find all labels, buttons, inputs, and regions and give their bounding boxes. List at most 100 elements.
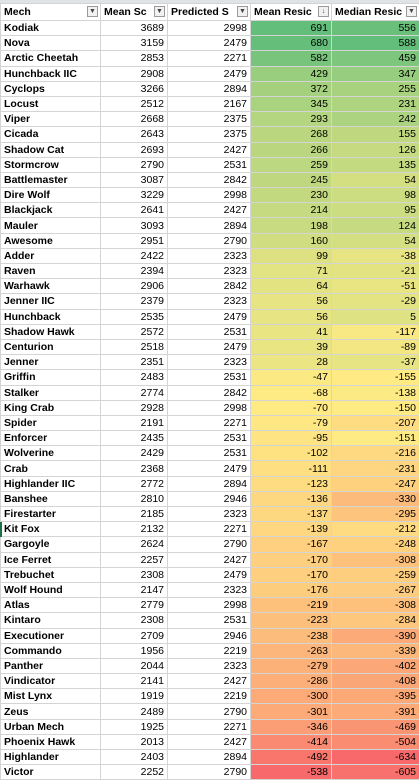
cell-mech[interactable]: Kodiak <box>1 21 101 36</box>
cell-predicted-score[interactable]: 2167 <box>168 96 251 111</box>
cell-mean-residual[interactable]: -346 <box>251 719 332 734</box>
cell-mech[interactable]: Kintaro <box>1 613 101 628</box>
cell-mech[interactable]: Shadow Hawk <box>1 324 101 339</box>
cell-mean-residual[interactable]: 259 <box>251 157 332 172</box>
cell-predicted-score[interactable]: 2479 <box>168 339 251 354</box>
cell-mean-residual[interactable]: -123 <box>251 476 332 491</box>
cell-predicted-score[interactable]: 2894 <box>168 750 251 765</box>
cell-median-residual[interactable]: -38 <box>332 248 419 263</box>
cell-median-residual[interactable]: -29 <box>332 294 419 309</box>
cell-median-residual[interactable]: -21 <box>332 264 419 279</box>
cell-median-residual[interactable]: -267 <box>332 582 419 597</box>
cell-mean-score[interactable]: 2489 <box>101 704 168 719</box>
cell-predicted-score[interactable]: 2375 <box>168 127 251 142</box>
cell-predicted-score[interactable]: 2842 <box>168 279 251 294</box>
cell-mean-residual[interactable]: -102 <box>251 446 332 461</box>
cell-mean-residual[interactable]: -538 <box>251 765 332 780</box>
cell-mech[interactable]: Hunchback IIC <box>1 66 101 81</box>
cell-mech[interactable]: Mauler <box>1 218 101 233</box>
cell-mean-score[interactable]: 2779 <box>101 598 168 613</box>
cell-mech[interactable]: Kit Fox <box>1 522 101 537</box>
cell-mean-residual[interactable]: 56 <box>251 294 332 309</box>
cell-mean-residual[interactable]: -47 <box>251 370 332 385</box>
cell-predicted-score[interactable]: 2790 <box>168 765 251 780</box>
cell-mech[interactable]: Stalker <box>1 385 101 400</box>
cell-mean-residual[interactable]: 266 <box>251 142 332 157</box>
cell-median-residual[interactable]: -395 <box>332 689 419 704</box>
chevron-down-icon[interactable]: ▼ <box>154 6 165 17</box>
cell-predicted-score[interactable]: 2271 <box>168 522 251 537</box>
cell-mean-score[interactable]: 2624 <box>101 537 168 552</box>
cell-mean-score[interactable]: 2483 <box>101 370 168 385</box>
cell-mean-score[interactable]: 2308 <box>101 613 168 628</box>
cell-predicted-score[interactable]: 2531 <box>168 370 251 385</box>
cell-mean-score[interactable]: 2853 <box>101 51 168 66</box>
cell-mean-score[interactable]: 2535 <box>101 309 168 324</box>
cell-mean-score[interactable]: 2908 <box>101 66 168 81</box>
cell-mean-residual[interactable]: 230 <box>251 188 332 203</box>
cell-mech[interactable]: Urban Mech <box>1 719 101 734</box>
cell-mech[interactable]: Enforcer <box>1 431 101 446</box>
cell-mech[interactable]: Shadow Cat <box>1 142 101 157</box>
column-header-mean-residual[interactable]: Mean Resic↓ <box>251 4 332 21</box>
cell-median-residual[interactable]: -330 <box>332 491 419 506</box>
cell-mean-residual[interactable]: -414 <box>251 734 332 749</box>
cell-predicted-score[interactable]: 2531 <box>168 324 251 339</box>
cell-predicted-score[interactable]: 2479 <box>168 309 251 324</box>
cell-predicted-score[interactable]: 2842 <box>168 172 251 187</box>
cell-mean-score[interactable]: 2512 <box>101 96 168 111</box>
cell-mech[interactable]: Victor <box>1 765 101 780</box>
cell-mean-score[interactable]: 2790 <box>101 157 168 172</box>
cell-median-residual[interactable]: -605 <box>332 765 419 780</box>
cell-predicted-score[interactable]: 2946 <box>168 491 251 506</box>
cell-mech[interactable]: Adder <box>1 248 101 263</box>
cell-mean-residual[interactable]: -170 <box>251 567 332 582</box>
cell-median-residual[interactable]: -248 <box>332 537 419 552</box>
cell-median-residual[interactable]: 231 <box>332 96 419 111</box>
cell-predicted-score[interactable]: 2271 <box>168 51 251 66</box>
cell-mean-score[interactable]: 2185 <box>101 507 168 522</box>
cell-median-residual[interactable]: -151 <box>332 431 419 446</box>
cell-mean-score[interactable]: 3093 <box>101 218 168 233</box>
cell-predicted-score[interactable]: 2219 <box>168 689 251 704</box>
cell-predicted-score[interactable]: 2946 <box>168 628 251 643</box>
cell-mean-residual[interactable]: -70 <box>251 400 332 415</box>
cell-mech[interactable]: Zeus <box>1 704 101 719</box>
cell-mean-score[interactable]: 2257 <box>101 552 168 567</box>
cell-median-residual[interactable]: 556 <box>332 21 419 36</box>
cell-mean-residual[interactable]: 41 <box>251 324 332 339</box>
cell-mean-residual[interactable]: 372 <box>251 81 332 96</box>
cell-predicted-score[interactable]: 2271 <box>168 415 251 430</box>
cell-mean-score[interactable]: 2191 <box>101 415 168 430</box>
cell-mean-residual[interactable]: -111 <box>251 461 332 476</box>
column-header-median-residual[interactable]: Median Resic▼ <box>332 4 419 21</box>
cell-predicted-score[interactable]: 2531 <box>168 446 251 461</box>
cell-mech[interactable]: Battlemaster <box>1 172 101 187</box>
cell-mean-residual[interactable]: -238 <box>251 628 332 643</box>
cell-median-residual[interactable]: -259 <box>332 567 419 582</box>
cell-mech[interactable]: Banshee <box>1 491 101 506</box>
cell-predicted-score[interactable]: 2479 <box>168 461 251 476</box>
cell-median-residual[interactable]: 98 <box>332 188 419 203</box>
cell-mean-residual[interactable]: -279 <box>251 658 332 673</box>
cell-mech[interactable]: Crab <box>1 461 101 476</box>
cell-predicted-score[interactable]: 2790 <box>168 233 251 248</box>
cell-predicted-score[interactable]: 2323 <box>168 507 251 522</box>
cell-mean-score[interactable]: 3159 <box>101 36 168 51</box>
cell-mean-residual[interactable]: 56 <box>251 309 332 324</box>
cell-mean-residual[interactable]: 214 <box>251 203 332 218</box>
cell-mean-residual[interactable]: 429 <box>251 66 332 81</box>
cell-median-residual[interactable]: 347 <box>332 66 419 81</box>
cell-mean-residual[interactable]: 345 <box>251 96 332 111</box>
cell-mech[interactable]: Ice Ferret <box>1 552 101 567</box>
cell-mech[interactable]: Atlas <box>1 598 101 613</box>
cell-predicted-score[interactable]: 2427 <box>168 552 251 567</box>
cell-predicted-score[interactable]: 2323 <box>168 355 251 370</box>
cell-predicted-score[interactable]: 2271 <box>168 719 251 734</box>
cell-mean-score[interactable]: 2147 <box>101 582 168 597</box>
cell-mech[interactable]: Commando <box>1 643 101 658</box>
cell-predicted-score[interactable]: 2531 <box>168 431 251 446</box>
cell-predicted-score[interactable]: 2427 <box>168 142 251 157</box>
column-header-predicted-score[interactable]: Predicted S▼ <box>168 4 251 21</box>
cell-median-residual[interactable]: 126 <box>332 142 419 157</box>
